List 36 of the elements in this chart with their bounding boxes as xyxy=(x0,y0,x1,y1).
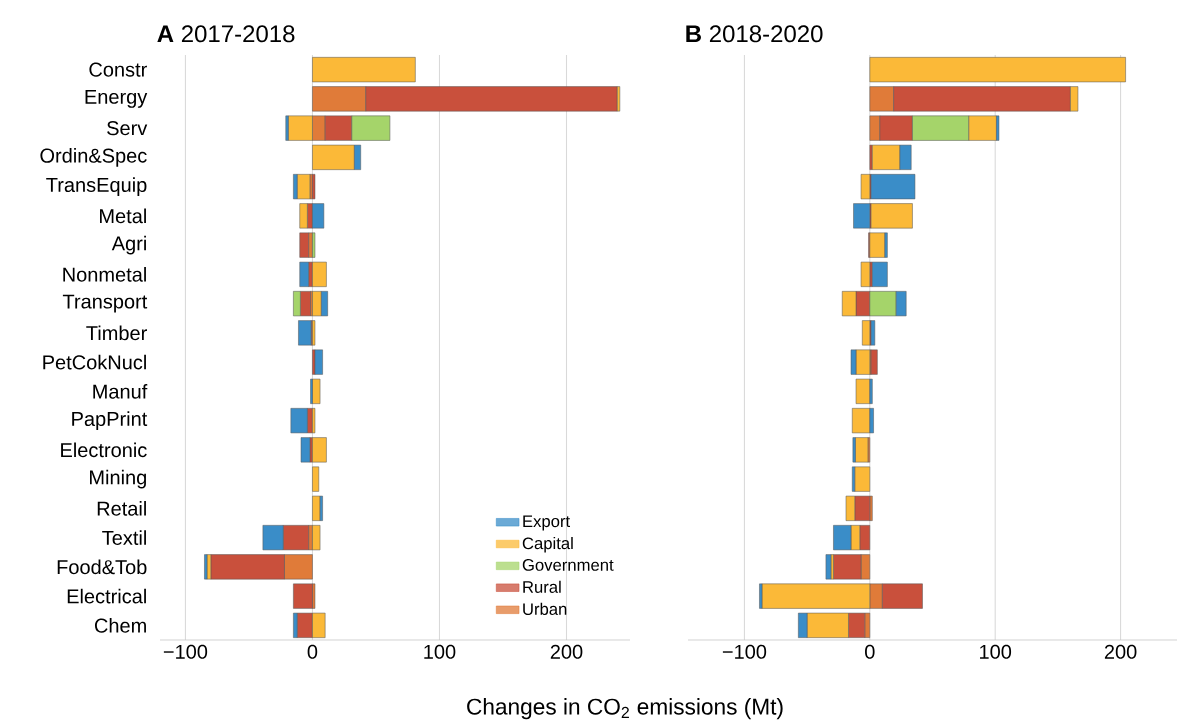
y-tick-label: TransEquip xyxy=(46,177,147,196)
x-tick-label: 100 xyxy=(424,644,456,659)
y-tick-label: Metal xyxy=(100,208,146,224)
y-tick-label: Textil xyxy=(102,530,146,545)
y-tick-label: Electrical xyxy=(67,588,146,604)
legend-label: Rural xyxy=(523,580,561,593)
chart-title: A 2017-2018 xyxy=(157,25,295,43)
y-tick-label: Constr xyxy=(89,62,147,77)
y-tick-label: Mining xyxy=(90,469,146,489)
y-tick-label: Chem xyxy=(94,618,146,633)
y-tick-label: Agri xyxy=(111,235,146,255)
y-tick-label: Timber xyxy=(86,325,147,341)
x-tick-label: 200 xyxy=(550,644,583,659)
y-tick-label: Food&Tob xyxy=(57,559,147,575)
y-tick-label: Manuf xyxy=(93,384,148,399)
y-tick-label: Nonmetal xyxy=(63,267,146,282)
y-tick-label: Transport xyxy=(62,294,148,313)
x-tick-label: 0 xyxy=(865,644,875,659)
y-tick-label: Ordin&Spec xyxy=(40,148,147,167)
legend-label: Government xyxy=(522,559,614,571)
x-axis-title: Changes in CO$_{2}$ emissions (Mt) xyxy=(467,698,783,720)
y-tick-label: Retail xyxy=(97,501,146,516)
x-tick-label: −100 xyxy=(163,644,208,659)
x-tick-label: 100 xyxy=(980,644,1012,659)
y-tick-label: PetCokNucl xyxy=(43,354,146,370)
x-tick-label: 0 xyxy=(307,644,318,659)
y-tick-label: Electronic xyxy=(61,442,147,458)
y-tick-label: Serv xyxy=(107,121,148,136)
chart-title: B 2018-2020 xyxy=(686,25,823,43)
y-tick-label: Energy xyxy=(85,89,148,108)
y-tick-label: PapPrint xyxy=(72,411,148,430)
x-tick-label: −100 xyxy=(722,644,767,659)
legend-label: Export xyxy=(523,515,571,531)
x-tick-label: 200 xyxy=(1104,644,1137,659)
legend-label: Urban xyxy=(523,602,567,616)
legend-label: Capital xyxy=(522,536,573,553)
